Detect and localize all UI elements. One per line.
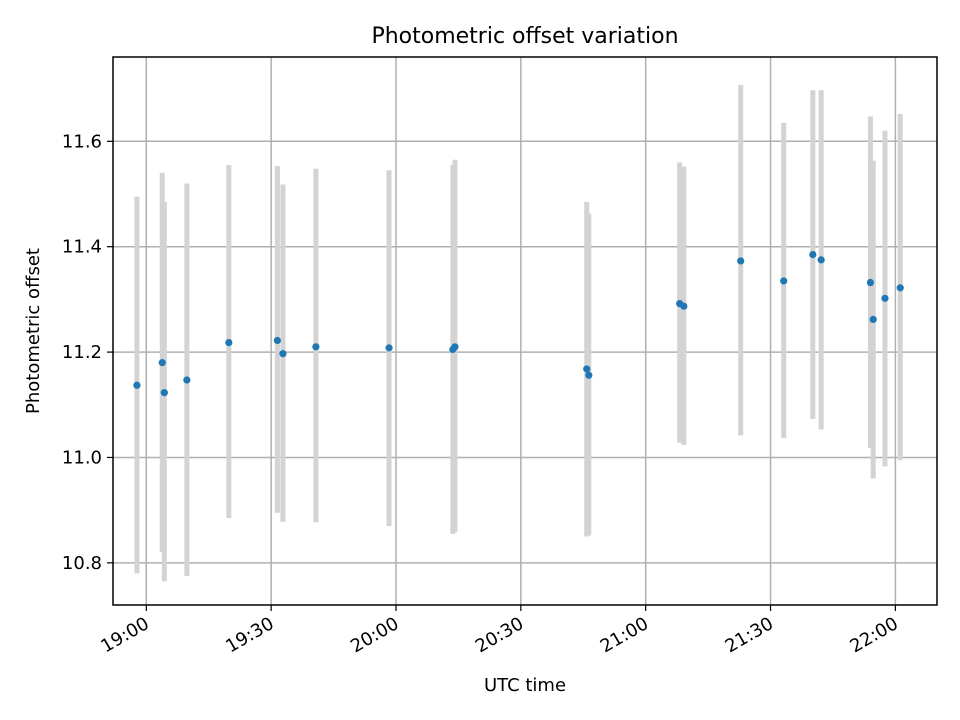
data-point	[385, 344, 393, 352]
grid	[113, 57, 937, 605]
data-point	[312, 343, 320, 351]
data-point	[585, 371, 593, 379]
data-point	[817, 256, 825, 264]
x-tick-label: 19:00	[97, 613, 152, 657]
data-point	[451, 343, 459, 351]
x-tick-label: 19:30	[222, 613, 277, 657]
plot-frame	[112, 56, 938, 606]
x-axis-label: UTC time	[484, 675, 566, 696]
x-tick-label: 21:30	[722, 613, 777, 657]
data-point	[869, 315, 877, 324]
data-point	[225, 338, 233, 347]
x-tick-label: 22:00	[846, 613, 901, 657]
data-point	[737, 257, 745, 265]
y-tick-label: 11.0	[62, 447, 102, 468]
data-points	[133, 250, 904, 397]
y-tick-label: 11.4	[62, 237, 102, 258]
data-point	[896, 284, 904, 292]
data-point	[780, 277, 788, 285]
x-tick-label: 20:00	[347, 613, 402, 657]
x-tick-label: 21:00	[597, 613, 652, 657]
data-point	[866, 278, 875, 287]
y-tick-label: 11.6	[62, 131, 102, 152]
data-point	[583, 365, 591, 373]
data-point	[881, 294, 889, 302]
chart-title: Photometric offset variation	[371, 24, 678, 49]
data-point	[273, 336, 281, 345]
data-point	[680, 302, 688, 310]
data-point	[160, 389, 168, 397]
y-tick-label: 11.2	[62, 342, 102, 363]
x-tick-label: 20:30	[472, 613, 527, 657]
data-point	[133, 381, 141, 389]
data-point	[279, 350, 287, 358]
y-axis-label: Photometric offset	[23, 248, 44, 414]
data-point	[183, 376, 191, 384]
y-tick-label: 10.8	[62, 553, 102, 574]
error-bars	[134, 84, 903, 582]
data-point	[809, 250, 817, 259]
data-point	[158, 359, 166, 367]
